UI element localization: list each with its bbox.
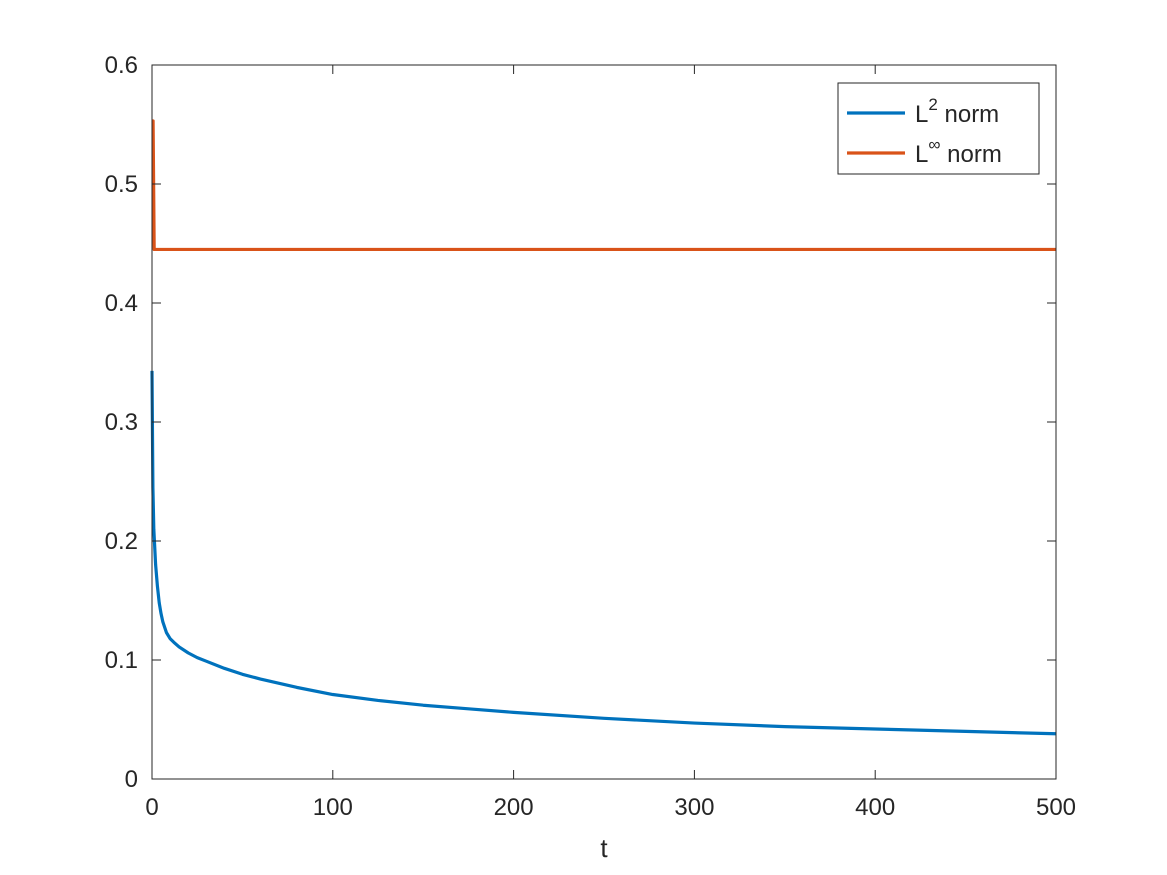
y-tick-label: 0.6 [105, 52, 138, 79]
x-tick-label: 300 [674, 794, 714, 821]
y-tick-label: 0 [125, 766, 138, 793]
legend: L2 norm L∞ norm [837, 82, 1040, 175]
y-tick-label: 0.2 [105, 528, 138, 555]
x-tick-label: 200 [494, 794, 534, 821]
y-tick-label: 0.3 [105, 409, 138, 436]
legend-box [837, 82, 1040, 175]
x-tick-label: 400 [855, 794, 895, 821]
y-tick-label: 0.4 [105, 290, 138, 317]
x-tick-label: 500 [1036, 794, 1076, 821]
x-tick-label: 0 [145, 794, 158, 821]
y-tick-label: 0.1 [105, 647, 138, 674]
x-ticks: 0 100 200 300 400 500 [145, 65, 1076, 821]
series-line-linf-norm [151, 119, 1056, 252]
plot-area [152, 65, 1056, 779]
legend-label: L∞ norm [915, 135, 1002, 168]
series-layer [150, 119, 1057, 736]
y-tick-label: 0.5 [105, 171, 138, 198]
x-axis-label: t [600, 833, 608, 863]
y-ticks: 0 0.1 0.2 0.3 0.4 0.5 0.6 [105, 52, 1056, 793]
legend-label: L2 norm [915, 95, 999, 128]
series-line-l2-norm [150, 370, 1057, 736]
x-tick-label: 100 [313, 794, 353, 821]
